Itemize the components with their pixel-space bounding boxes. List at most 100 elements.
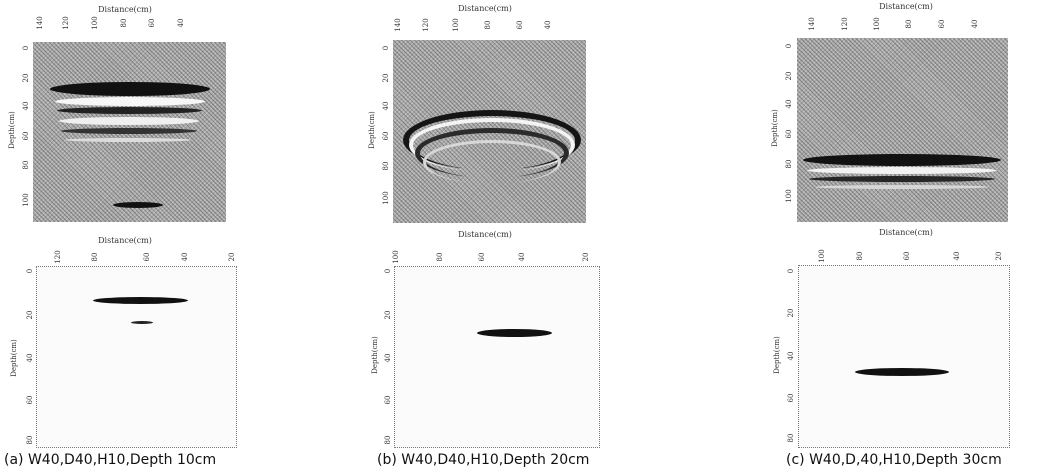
gpr-a-ytick: 0 — [22, 45, 30, 51]
mig-a-xtick: 120 — [54, 250, 62, 264]
gpr-b-xtick: 120 — [422, 18, 430, 32]
mig-b-ytick: 40 — [384, 353, 392, 363]
gpr-b-ytick: 80 — [382, 161, 390, 171]
gpr-a-ytick: 20 — [22, 73, 30, 83]
hyperbola-band — [807, 167, 997, 174]
mig-b-ytick: 0 — [384, 268, 392, 274]
mig-c-xtick: 100 — [818, 249, 826, 263]
hyperbola-band — [809, 176, 995, 182]
mig-b-ytick: 80 — [384, 435, 392, 445]
gpr-c-xtick: 120 — [841, 17, 849, 31]
gpr-c-xtick: 100 — [873, 17, 881, 31]
mig-b-image — [394, 266, 600, 448]
gpr-b-image — [393, 40, 586, 223]
mig-a-ytick: 0 — [26, 268, 34, 274]
gpr-c-ytick: 40 — [785, 99, 793, 109]
mig-c-ytick: 40 — [787, 351, 795, 361]
mig-b-xtick: 40 — [518, 252, 526, 262]
gpr-c-xtick: 40 — [971, 19, 979, 29]
gpr-a-ytick: 60 — [22, 131, 30, 141]
gpr-a-ytick: 100 — [22, 193, 30, 207]
gpr-c-xtick: 140 — [808, 17, 816, 31]
mig-c-xtick: 60 — [903, 251, 911, 261]
target-reflection — [131, 321, 153, 324]
gpr-a-ytick: 40 — [22, 101, 30, 111]
gpr-b-ytick: 20 — [382, 73, 390, 83]
hyperbola-band — [57, 107, 202, 114]
caption-b: (b) W40,D40,H10,Depth 20cm — [377, 452, 590, 468]
gpr-b-ytick: 0 — [382, 45, 390, 51]
hyperbola-band — [113, 202, 163, 208]
gpr-c-xtick: 60 — [938, 19, 946, 29]
gpr-b-xtick: 80 — [484, 20, 492, 30]
mig-b-xtick: 100 — [392, 250, 400, 264]
target-reflection — [855, 368, 949, 376]
gpr-c-xlabel-bottom: Distance(cm) — [879, 228, 933, 237]
gpr-b-ytick: 60 — [382, 131, 390, 141]
mig-b-ytick: 20 — [384, 310, 392, 320]
gpr-a-xtick: 80 — [120, 18, 128, 28]
gpr-c-image — [797, 38, 1008, 222]
hyperbola-band — [803, 154, 1001, 166]
hyperbola-band — [61, 128, 197, 134]
hyperbola-band — [50, 82, 210, 96]
gpr-a-image — [33, 42, 226, 222]
mig-a-xtick: 60 — [143, 252, 151, 262]
mig-a-xtick: 80 — [91, 252, 99, 262]
gpr-b-ytick: 100 — [382, 191, 390, 205]
gpr-b-ylabel: Depth(cm) — [368, 111, 376, 149]
mig-a-xtick: 20 — [228, 252, 236, 262]
gpr-b-xtick: 100 — [452, 18, 460, 32]
gpr-c-ytick: 60 — [785, 129, 793, 139]
mig-c-ytick: 0 — [787, 268, 795, 274]
gpr-a-ylabel: Depth(cm) — [8, 111, 16, 149]
mig-c-ylabel: Depth(cm) — [773, 336, 781, 374]
hyperbola-band — [409, 118, 575, 172]
hyperbola-band — [423, 140, 561, 184]
hyperbola-band — [59, 117, 199, 125]
gpr-c-ylabel: Depth(cm) — [771, 109, 779, 147]
mig-b-ytick: 60 — [384, 395, 392, 405]
mig-c-xtick: 80 — [856, 251, 864, 261]
hyperbola-band — [815, 185, 989, 189]
gpr-c-title: Distance(cm) — [879, 2, 933, 11]
mig-c-ytick: 20 — [787, 308, 795, 318]
hyperbola-band — [403, 110, 581, 170]
gpr-c-ytick: 100 — [785, 189, 793, 203]
gpr-b-xtick: 140 — [394, 18, 402, 32]
hyperbola-band — [415, 128, 569, 178]
target-reflection — [93, 297, 188, 304]
mig-a-ylabel: Depth(cm) — [10, 339, 18, 377]
mig-c-xtick: 20 — [995, 251, 1003, 261]
gpr-c-xtick: 80 — [905, 19, 913, 29]
gpr-a-xtick: 120 — [62, 16, 70, 30]
mig-a-title: Distance(cm) — [98, 236, 152, 245]
mig-b-xtick: 80 — [436, 252, 444, 262]
mig-c-ytick: 80 — [787, 433, 795, 443]
mig-b-xtick: 60 — [478, 252, 486, 262]
gpr-a-xtick: 60 — [148, 18, 156, 28]
gpr-c-ytick: 80 — [785, 159, 793, 169]
gpr-b-xtick: 40 — [544, 20, 552, 30]
target-reflection — [477, 329, 552, 337]
mig-b-xtick: 20 — [582, 252, 590, 262]
caption-a: (a) W40,D40,H10,Depth 10cm — [4, 452, 217, 468]
gpr-b-xtick: 60 — [516, 20, 524, 30]
gpr-a-xtick: 100 — [91, 16, 99, 30]
caption-c: (c) W40,D,40,H10,Depth 30cm — [786, 452, 1002, 468]
hyperbola-band — [55, 97, 205, 106]
mig-b-ylabel: Depth(cm) — [371, 336, 379, 374]
mig-a-image — [36, 266, 237, 448]
hyperbola-band — [65, 138, 191, 142]
mig-a-ytick: 40 — [26, 353, 34, 363]
gpr-a-ytick: 80 — [22, 160, 30, 170]
mig-a-xtick: 40 — [181, 252, 189, 262]
mig-c-xtick: 40 — [953, 251, 961, 261]
mig-a-ytick: 80 — [26, 435, 34, 445]
gpr-b-xlabel-bottom: Distance(cm) — [458, 230, 512, 239]
gpr-a-xtick: 40 — [177, 18, 185, 28]
mig-a-ytick: 60 — [26, 395, 34, 405]
gpr-b-title: Distance(cm) — [458, 4, 512, 13]
gpr-b-ytick: 40 — [382, 101, 390, 111]
mig-c-ytick: 60 — [787, 393, 795, 403]
